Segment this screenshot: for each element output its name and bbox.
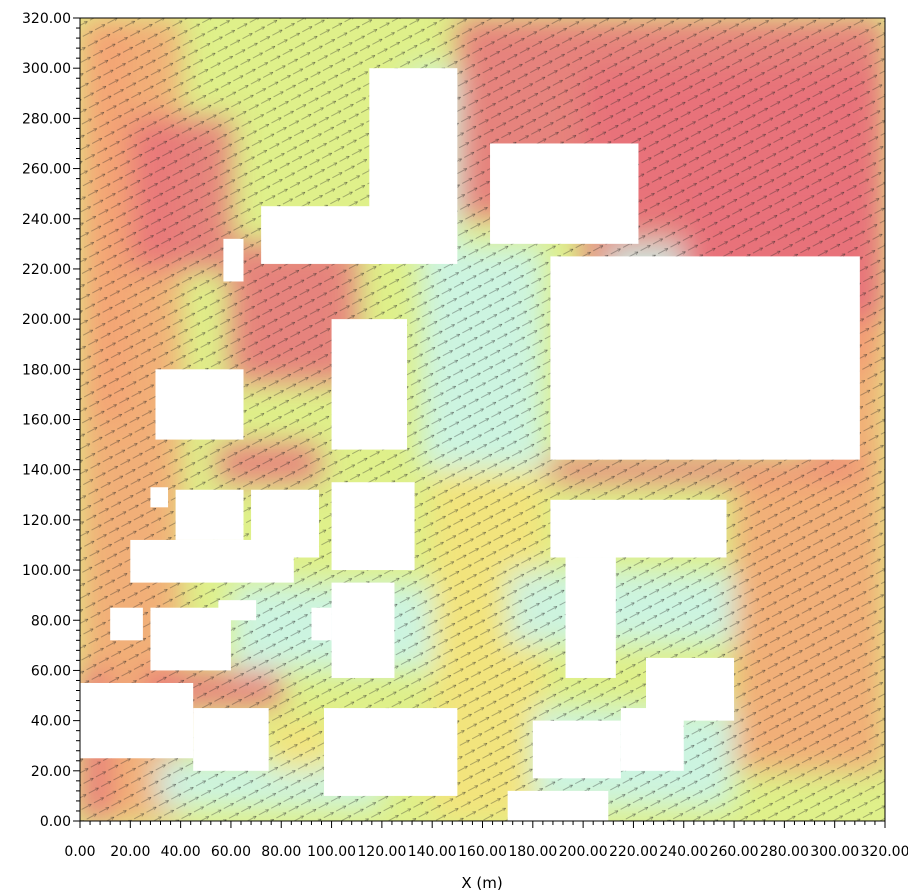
y-tick-label: 0.00 — [40, 814, 71, 830]
y-tick-label: 40.00 — [31, 714, 71, 730]
x-tick-label: 260.00 — [710, 844, 759, 860]
building — [261, 206, 382, 264]
x-tick-label: 180.00 — [508, 844, 557, 860]
x-tick-label: 40.00 — [161, 844, 201, 860]
x-tick-label: 160.00 — [458, 844, 507, 860]
x-tick-label: 60.00 — [211, 844, 251, 860]
building — [331, 482, 415, 571]
y-tick-label: 100.00 — [22, 563, 71, 579]
building — [150, 487, 169, 508]
x-axis-title: X (m) — [461, 874, 502, 892]
buildings — [80, 68, 860, 821]
building — [251, 489, 319, 558]
x-tick-label: 300.00 — [810, 844, 859, 860]
building — [565, 557, 616, 678]
x-tick-label: 220.00 — [609, 844, 658, 860]
building — [550, 256, 860, 460]
y-tick-label: 60.00 — [31, 663, 71, 679]
building — [331, 319, 408, 450]
building — [155, 369, 244, 440]
building — [550, 499, 727, 558]
x-tick-label: 320.00 — [861, 844, 908, 860]
building — [311, 607, 332, 641]
building — [150, 607, 231, 671]
x-tick-label: 120.00 — [357, 844, 406, 860]
building — [193, 708, 269, 771]
x-tick-label: 200.00 — [559, 844, 608, 860]
x-tick-label: 240.00 — [659, 844, 708, 860]
plot-area — [80, 18, 885, 821]
x-tick-label: 100.00 — [307, 844, 356, 860]
building — [223, 238, 244, 282]
y-tick-label: 160.00 — [22, 413, 71, 429]
building — [80, 682, 194, 759]
building — [532, 720, 621, 779]
building — [324, 708, 458, 796]
y-tick-label: 140.00 — [22, 463, 71, 479]
x-tick-label: 80.00 — [261, 844, 301, 860]
y-tick-label: 180.00 — [22, 362, 71, 378]
y-tick-label: 240.00 — [22, 212, 71, 228]
x-tick-label: 0.00 — [64, 844, 95, 860]
x-tick-label: 20.00 — [110, 844, 150, 860]
y-tick-label: 300.00 — [22, 61, 71, 77]
building — [110, 607, 143, 641]
y-tick-label: 280.00 — [22, 111, 71, 127]
y-tick-label: 320.00 — [22, 11, 71, 27]
building — [369, 68, 458, 264]
building — [175, 489, 244, 540]
x-tick-label: 140.00 — [408, 844, 457, 860]
y-tick-label: 20.00 — [31, 764, 71, 780]
y-tick-label: 260.00 — [22, 162, 71, 178]
y-tick-label: 220.00 — [22, 262, 71, 278]
x-tick-label: 280.00 — [760, 844, 809, 860]
building — [646, 657, 735, 721]
y-tick-label: 120.00 — [22, 513, 71, 529]
building — [218, 600, 257, 621]
y-tick-label: 200.00 — [22, 312, 71, 328]
y-tick-label: 80.00 — [31, 613, 71, 629]
x-axis: 0.00 20.00 40.00 60.00 80.00 100.00 120.00 140.… — [64, 821, 908, 860]
building — [507, 790, 609, 821]
building — [331, 582, 395, 678]
y-axis: 0.00 20.00 40.00 60.00 80.00 100.00 120.00 140.… — [22, 11, 80, 830]
building — [490, 143, 639, 244]
